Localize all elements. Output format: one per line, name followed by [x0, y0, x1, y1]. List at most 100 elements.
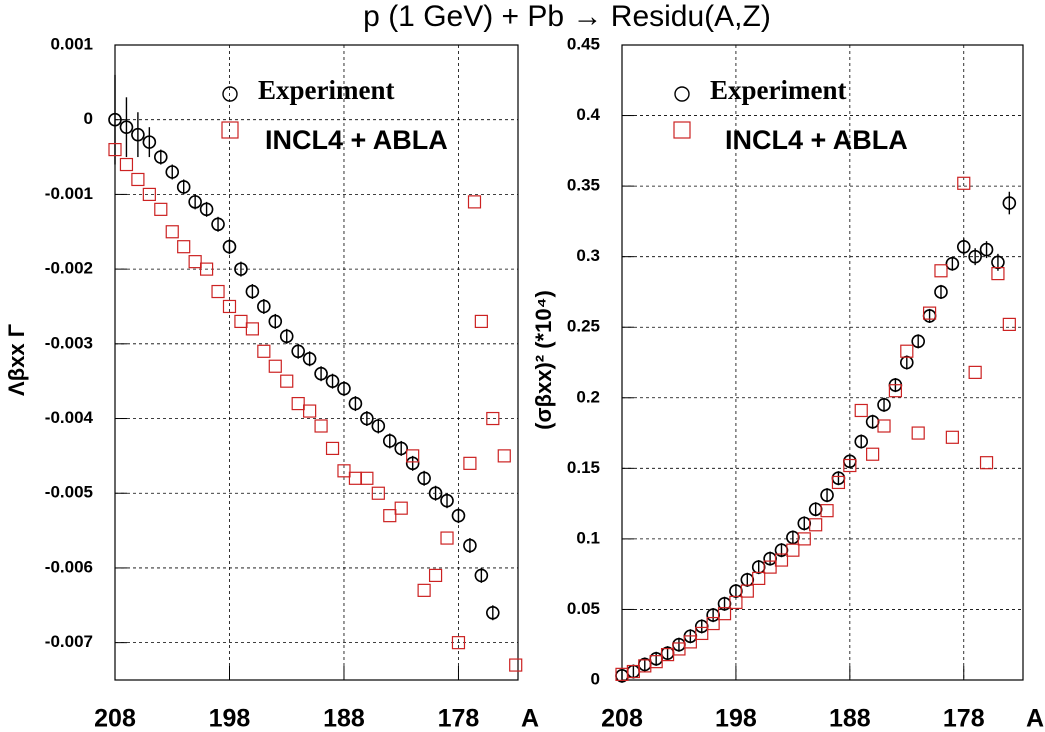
data-point — [154, 202, 168, 216]
data-point — [222, 239, 237, 254]
data-point — [854, 434, 869, 449]
y-tick-label: -0.001 — [45, 184, 93, 203]
data-point — [763, 551, 777, 566]
data-point — [108, 112, 122, 127]
legend-marker — [222, 86, 238, 102]
y-tick-label: -0.006 — [45, 557, 93, 576]
plot-frame — [114, 44, 519, 681]
data-point — [831, 475, 846, 490]
x-tick-label: 178 — [438, 705, 480, 732]
legend-label: Experiment — [258, 75, 394, 105]
data-point — [957, 176, 971, 190]
x-tick-label: 188 — [323, 705, 365, 732]
y-tick-label: 0.15 — [567, 458, 600, 477]
data-point — [820, 504, 834, 518]
data-point — [394, 501, 408, 515]
data-point — [394, 441, 409, 456]
data-point — [108, 142, 122, 157]
panel: 0.001 0 -0.001 -0.002 -0.003 -0.004 -0.005 -0.0… — [4, 34, 539, 732]
x-tick-label: 208 — [94, 705, 136, 732]
y-tick-label: 0 — [591, 669, 600, 688]
data-point — [888, 384, 903, 398]
data-point — [337, 464, 351, 478]
data-point — [911, 426, 925, 440]
data-point — [440, 531, 454, 545]
legend-marker — [673, 121, 691, 139]
data-point — [405, 456, 420, 471]
data-point — [382, 434, 397, 448]
data-point — [820, 488, 834, 502]
data-point — [268, 314, 283, 329]
data-point — [337, 381, 351, 396]
data-point — [509, 658, 523, 672]
y-tick-label: 0.25 — [567, 317, 600, 336]
data-point — [463, 538, 477, 553]
x-axis-label: A — [1026, 705, 1044, 732]
data-point — [991, 267, 1005, 281]
data-point — [371, 419, 386, 433]
data-point — [234, 314, 248, 329]
legend-label: INCL4 + ABLA — [725, 125, 908, 155]
y-tick-label: 0.1 — [576, 528, 600, 547]
data-point — [843, 458, 857, 473]
data-point — [428, 568, 443, 583]
data-point — [165, 165, 180, 179]
data-point — [615, 667, 629, 681]
data-point — [922, 306, 937, 320]
data-point — [740, 573, 755, 587]
data-point — [956, 239, 971, 254]
data-point — [809, 518, 823, 532]
data-point — [325, 374, 340, 388]
data-point — [291, 396, 305, 411]
data-point — [979, 242, 994, 257]
data-point — [854, 403, 868, 418]
data-point — [153, 150, 168, 164]
data-point — [131, 172, 145, 187]
y-tick-label: -0.005 — [45, 483, 93, 502]
data-point — [900, 344, 914, 358]
data-point — [866, 447, 880, 461]
data-point — [360, 411, 374, 426]
data-point — [428, 486, 443, 501]
y-tick-label: 0.2 — [576, 387, 600, 406]
data-point — [142, 135, 157, 149]
data-point — [486, 605, 500, 620]
data-point — [463, 456, 477, 470]
data-point — [176, 180, 191, 194]
data-point — [451, 508, 466, 523]
data-point — [440, 493, 454, 508]
y-tick-label: -0.003 — [45, 333, 93, 352]
data-point — [245, 322, 259, 336]
data-point — [706, 608, 720, 622]
data-point — [486, 411, 500, 426]
data-point — [474, 314, 488, 329]
data-point — [900, 355, 914, 370]
x-tick-label: 208 — [601, 705, 643, 732]
data-point — [451, 636, 466, 650]
data-point — [945, 430, 959, 444]
data-point — [877, 398, 891, 412]
x-axis-label: A — [521, 705, 539, 732]
data-point — [257, 299, 271, 314]
data-point — [649, 655, 663, 669]
data-point — [991, 255, 1005, 270]
data-point — [199, 202, 214, 217]
data-point — [683, 635, 697, 649]
data-point — [786, 530, 800, 545]
y-tick-label: 0.4 — [576, 105, 600, 124]
data-point — [695, 626, 709, 641]
data-point — [706, 616, 720, 631]
data-point — [383, 509, 397, 523]
data-point — [211, 284, 225, 299]
data-point — [177, 240, 191, 254]
data-point — [222, 299, 237, 314]
data-point — [188, 255, 202, 269]
y-tick-label: 0.45 — [567, 34, 600, 53]
data-point — [142, 187, 156, 202]
y-tick-label: -0.004 — [45, 408, 94, 427]
data-point — [751, 560, 766, 574]
data-point — [119, 157, 134, 172]
data-point — [979, 456, 994, 470]
data-point — [934, 264, 948, 278]
data-point — [314, 366, 328, 381]
